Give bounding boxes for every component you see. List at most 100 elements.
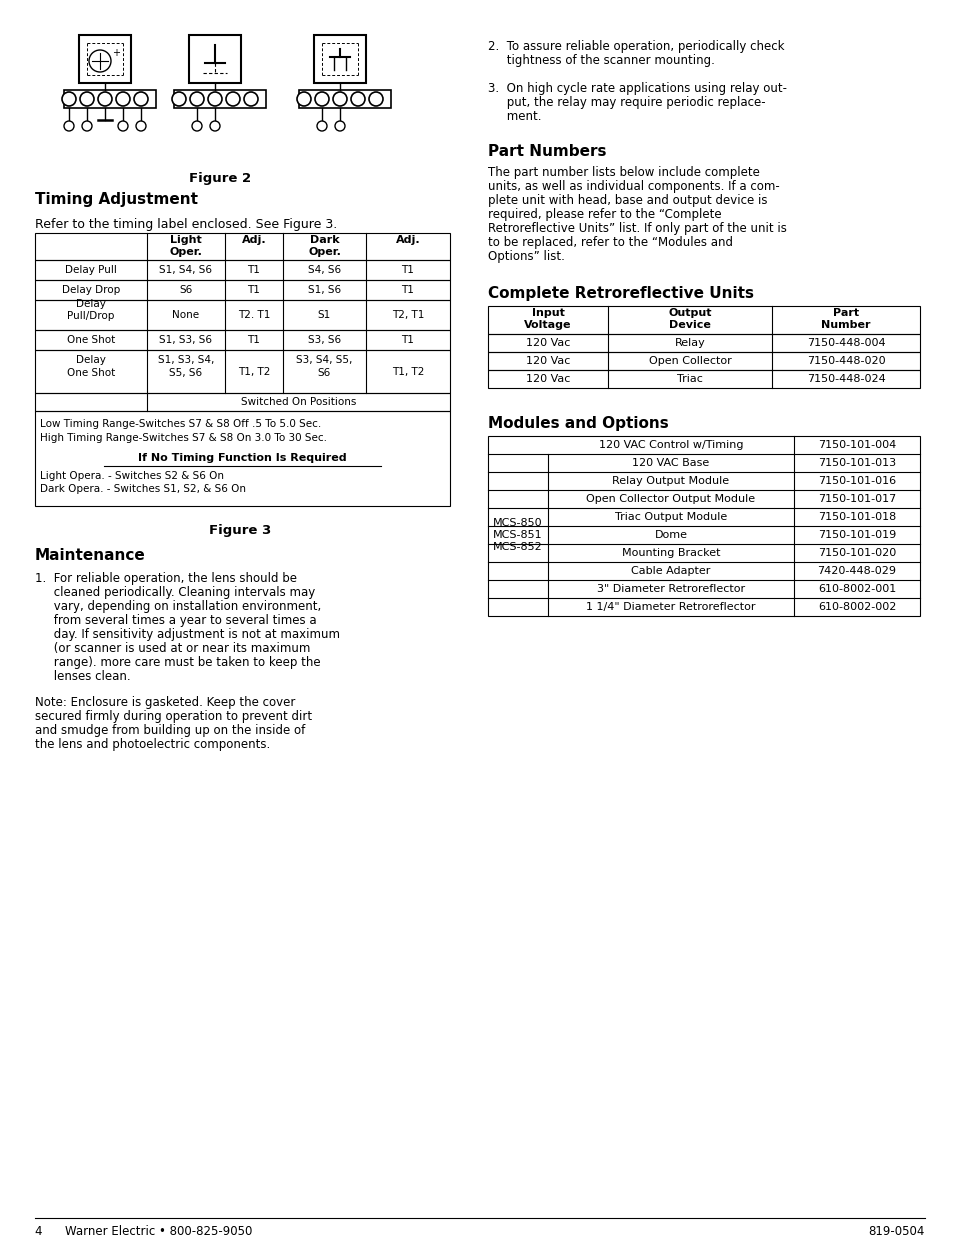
Bar [314, 35, 366, 83]
Text: Triac Output Module: Triac Output Module [615, 513, 726, 522]
Text: 120 Vac: 120 Vac [525, 374, 570, 384]
Text: Switched On Positions: Switched On Positions [240, 396, 355, 408]
Text: Figure 2: Figure 2 [189, 172, 251, 185]
Text: 7420-448-029: 7420-448-029 [817, 566, 896, 576]
Bar [35, 233, 450, 261]
Bar [35, 280, 450, 300]
Text: 7150-448-024: 7150-448-024 [806, 374, 884, 384]
Text: range). more care must be taken to keep the: range). more care must be taken to keep … [35, 656, 320, 669]
Text: Cable Adapter: Cable Adapter [631, 566, 710, 576]
Text: Part
Number: Part Number [821, 308, 870, 331]
Text: Figure 3: Figure 3 [209, 524, 271, 537]
Text: Retroreflective Units” list. If only part of the unit is: Retroreflective Units” list. If only par… [488, 222, 786, 235]
Text: Maintenance: Maintenance [35, 548, 146, 563]
Text: vary, depending on installation environment,: vary, depending on installation environm… [35, 600, 321, 613]
Text: If No Timing Function Is Required: If No Timing Function Is Required [138, 453, 347, 463]
Text: Light
Oper.: Light Oper. [170, 235, 202, 257]
Text: 7150-448-004: 7150-448-004 [806, 338, 884, 348]
Text: Delay
Pull/Drop: Delay Pull/Drop [68, 299, 114, 321]
Text: day. If sensitivity adjustment is not at maximum: day. If sensitivity adjustment is not at… [35, 629, 339, 641]
Bar [35, 350, 450, 393]
Text: T1: T1 [401, 266, 414, 275]
Text: Low Timing Range-Switches S7 & S8 Off .5 To 5.0 Sec.: Low Timing Range-Switches S7 & S8 Off .5… [40, 419, 321, 429]
Bar [35, 330, 450, 350]
Text: Delay Drop: Delay Drop [62, 285, 120, 295]
Text: S3, S4, S5,
S6: S3, S4, S5, S6 [296, 356, 353, 378]
Text: High Timing Range-Switches S7 & S8 On 3.0 To 30 Sec.: High Timing Range-Switches S7 & S8 On 3.… [40, 433, 327, 443]
Text: Refer to the timing label enclosed. See Figure 3.: Refer to the timing label enclosed. See … [35, 219, 337, 231]
Text: T1: T1 [247, 266, 260, 275]
Text: the lens and photoelectric components.: the lens and photoelectric components. [35, 739, 270, 751]
Text: Modules and Options: Modules and Options [488, 416, 668, 431]
Text: S3, S6: S3, S6 [308, 335, 341, 345]
Bar [64, 90, 156, 107]
Circle shape [80, 91, 94, 106]
Text: required, please refer to the “Complete: required, please refer to the “Complete [488, 207, 720, 221]
Text: Light Opera. - Switches S2 & S6 On: Light Opera. - Switches S2 & S6 On [40, 471, 224, 480]
Text: One Shot: One Shot [67, 335, 115, 345]
Text: 7150-101-004: 7150-101-004 [817, 440, 895, 450]
Circle shape [226, 91, 240, 106]
Text: Part Numbers: Part Numbers [488, 144, 606, 159]
Circle shape [351, 91, 365, 106]
Text: 120 VAC Base: 120 VAC Base [632, 458, 709, 468]
Circle shape [296, 91, 311, 106]
Text: Dark
Oper.: Dark Oper. [308, 235, 340, 257]
Text: 7150-101-018: 7150-101-018 [817, 513, 895, 522]
Text: Output
Device: Output Device [667, 308, 711, 331]
Circle shape [62, 91, 76, 106]
Bar [488, 370, 919, 388]
Text: 1 1/4" Diameter Retroreflector: 1 1/4" Diameter Retroreflector [586, 601, 755, 613]
Text: None: None [172, 310, 199, 320]
Text: 120 Vac: 120 Vac [525, 356, 570, 366]
Text: Dark Opera. - Switches S1, S2, & S6 On: Dark Opera. - Switches S1, S2, & S6 On [40, 484, 246, 494]
Text: Triac: Triac [677, 374, 702, 384]
Text: (or scanner is used at or near its maximum: (or scanner is used at or near its maxim… [35, 642, 310, 655]
Text: Adj.: Adj. [395, 235, 420, 245]
Bar [488, 306, 919, 333]
Text: Relay: Relay [674, 338, 704, 348]
Circle shape [244, 91, 257, 106]
Text: T2. T1: T2. T1 [237, 310, 270, 320]
Text: Mounting Bracket: Mounting Bracket [621, 548, 720, 558]
Bar [488, 436, 919, 616]
Circle shape [172, 91, 186, 106]
Text: to be replaced, refer to the “Modules and: to be replaced, refer to the “Modules an… [488, 236, 732, 249]
Text: and smudge from building up on the inside of: and smudge from building up on the insid… [35, 724, 305, 737]
Bar [35, 300, 450, 330]
Text: Options” list.: Options” list. [488, 249, 564, 263]
Circle shape [133, 91, 148, 106]
Text: cleaned periodically. Cleaning intervals may: cleaned periodically. Cleaning intervals… [35, 585, 314, 599]
Bar [189, 35, 241, 83]
Circle shape [190, 91, 204, 106]
Text: tightness of the scanner mounting.: tightness of the scanner mounting. [488, 54, 714, 67]
Text: T1, T2: T1, T2 [237, 367, 270, 377]
Text: Open Collector Output Module: Open Collector Output Module [586, 494, 755, 504]
Text: 819-0504: 819-0504 [868, 1225, 924, 1235]
Text: 1.  For reliable operation, the lens should be: 1. For reliable operation, the lens shou… [35, 572, 296, 585]
Bar [488, 333, 919, 352]
Text: Dome: Dome [654, 530, 687, 540]
Bar [298, 90, 391, 107]
Text: 2.  To assure reliable operation, periodically check: 2. To assure reliable operation, periodi… [488, 40, 783, 53]
Text: 120 VAC Control w/Timing: 120 VAC Control w/Timing [598, 440, 742, 450]
Circle shape [369, 91, 382, 106]
Text: Timing Adjustment: Timing Adjustment [35, 191, 198, 207]
Text: 7150-101-016: 7150-101-016 [817, 475, 895, 487]
Text: Delay
One Shot: Delay One Shot [67, 356, 115, 378]
Bar [173, 90, 266, 107]
Text: from several times a year to several times a: from several times a year to several tim… [35, 614, 316, 627]
Text: S1, S6: S1, S6 [308, 285, 341, 295]
Text: S4, S6: S4, S6 [308, 266, 341, 275]
Text: 7150-101-013: 7150-101-013 [817, 458, 895, 468]
Text: 3" Diameter Retroreflector: 3" Diameter Retroreflector [597, 584, 744, 594]
Text: units, as well as individual components. If a com-: units, as well as individual components.… [488, 180, 779, 193]
Bar [79, 35, 131, 83]
Text: ment.: ment. [488, 110, 541, 124]
Text: secured firmly during operation to prevent dirt: secured firmly during operation to preve… [35, 710, 312, 722]
Text: T1: T1 [247, 285, 260, 295]
Text: Open Collector: Open Collector [648, 356, 731, 366]
Text: 610-8002-002: 610-8002-002 [817, 601, 895, 613]
Text: Complete Retroreflective Units: Complete Retroreflective Units [488, 287, 753, 301]
Text: 610-8002-001: 610-8002-001 [817, 584, 895, 594]
